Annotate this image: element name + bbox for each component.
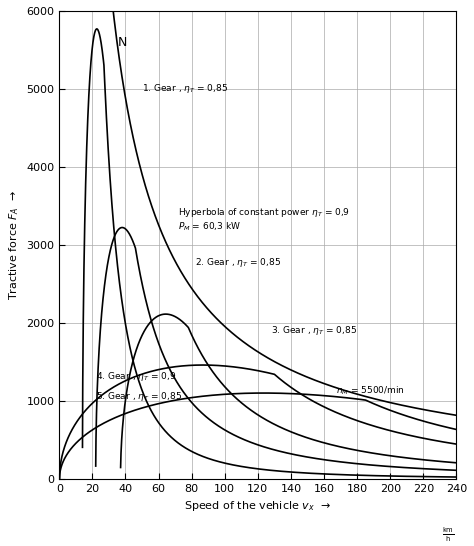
Text: 1. Gear , $\eta_T$ = 0,85: 1. Gear , $\eta_T$ = 0,85 [142,82,228,96]
Text: 4. Gear , $\eta_T$ = 0,9: 4. Gear , $\eta_T$ = 0,9 [96,370,176,383]
X-axis label: Speed of the vehicle $v_x$  →: Speed of the vehicle $v_x$ → [184,499,331,513]
Text: 2. Gear , $\eta_T$ = 0,85: 2. Gear , $\eta_T$ = 0,85 [195,256,281,269]
Text: 3. Gear , $\eta_T$ = 0,85: 3. Gear , $\eta_T$ = 0,85 [271,324,357,337]
Y-axis label: Tractive force $F_A$  →: Tractive force $F_A$ → [7,189,21,300]
Text: 5. Gear , $\eta_T$ = 0,85: 5. Gear , $\eta_T$ = 0,85 [96,390,182,403]
Text: $n_M$ = 5500/min: $n_M$ = 5500/min [336,384,404,397]
Text: $\frac{\mathrm{km}}{\mathrm{h}}$: $\frac{\mathrm{km}}{\mathrm{h}}$ [442,526,455,544]
Text: N: N [118,35,127,49]
Text: Hyperbola of constant power $\eta_T$ = 0,9
$P_M$ = 60,3 kW: Hyperbola of constant power $\eta_T$ = 0… [178,206,351,233]
